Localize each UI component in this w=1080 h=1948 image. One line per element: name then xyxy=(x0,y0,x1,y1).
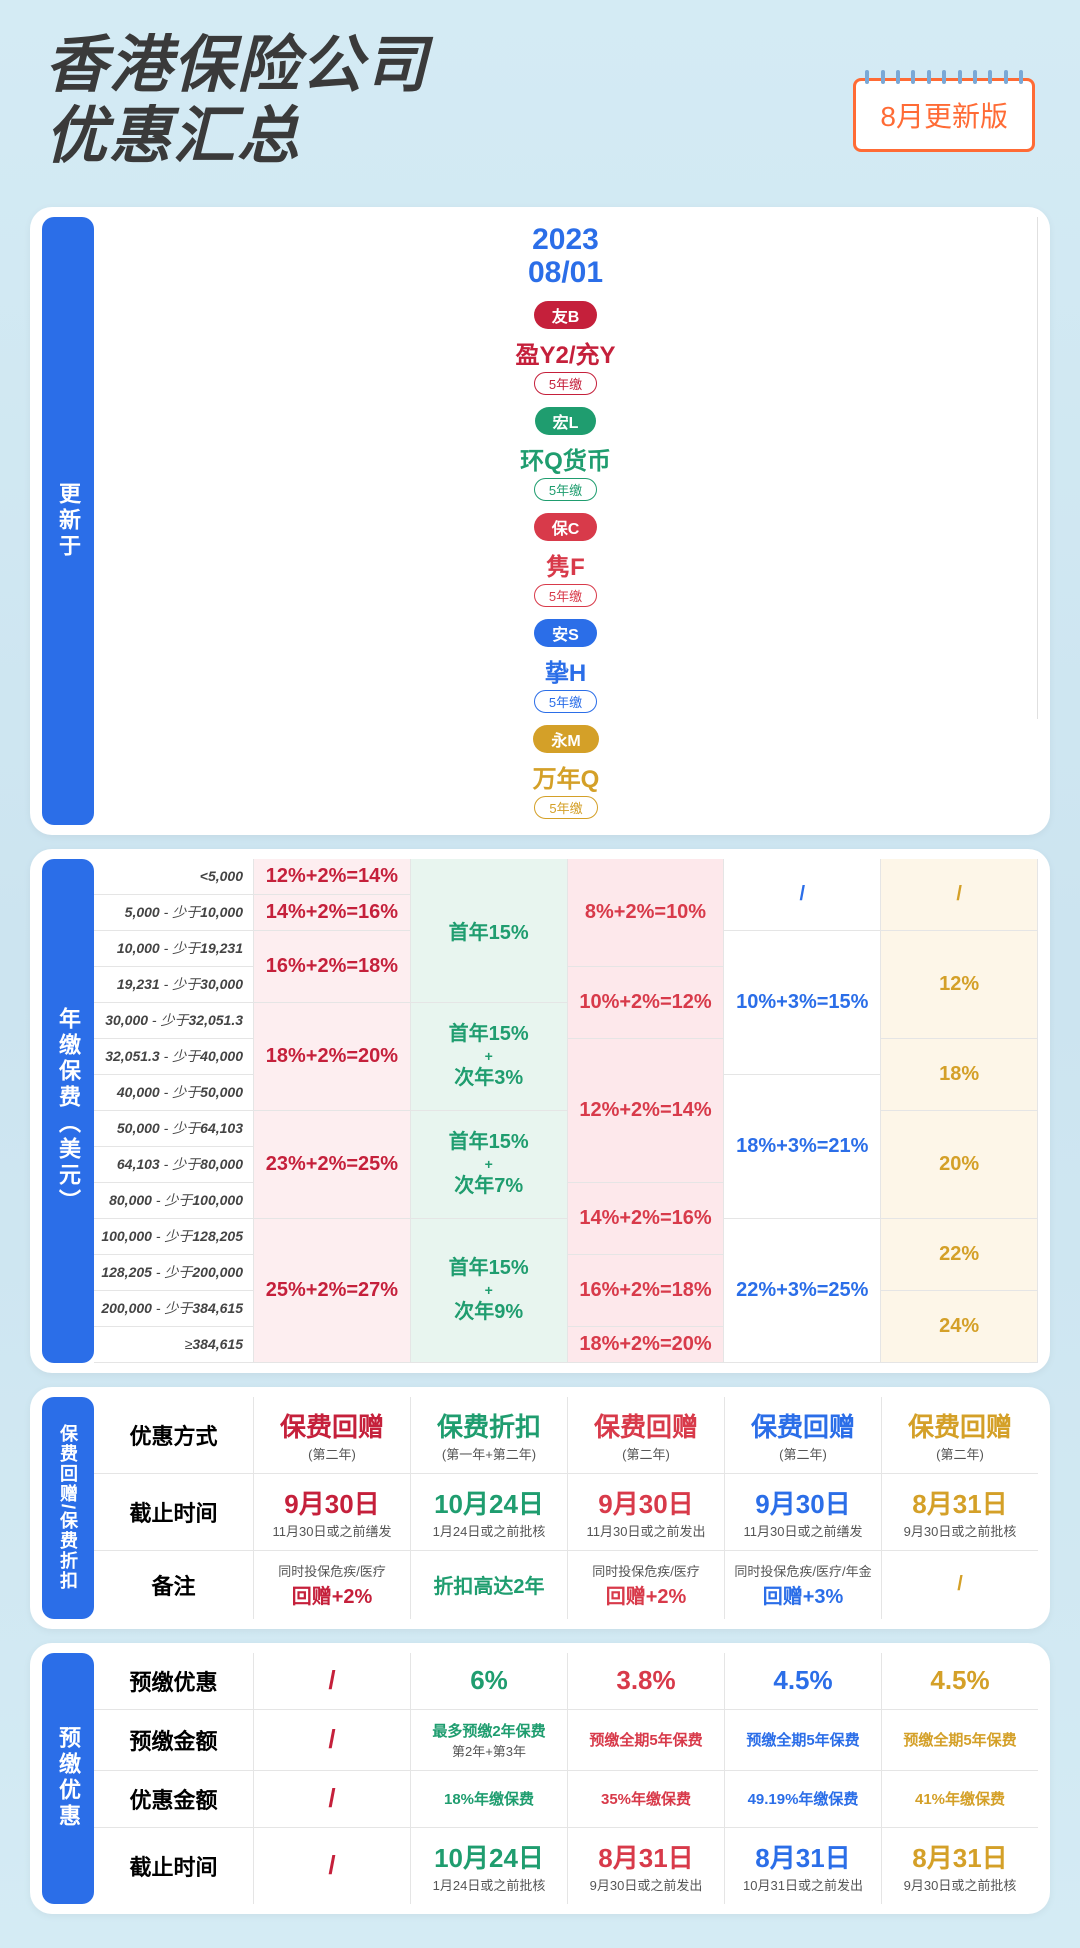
tier-label: 200,000 - 少于384,615 xyxy=(94,1291,254,1327)
row-label: 截止时间 xyxy=(94,1474,254,1550)
company-4: 安S 挚H 5年缴 xyxy=(94,613,1038,719)
header: 香港保险公司 优惠汇总 8月更新版 xyxy=(20,20,1060,193)
tier-label: 32,051.3 - 少于40,000 xyxy=(94,1039,254,1075)
row-prepay-discount: 预缴优惠 / 6% 3.8% 4.5% 4.5% xyxy=(94,1653,1038,1710)
update-badge: 8月更新版 xyxy=(853,78,1035,152)
cell: 20% xyxy=(881,1111,1038,1219)
cell: 16%+2%=18% xyxy=(568,1255,725,1327)
tier-label: 30,000 - 少于32,051.3 xyxy=(94,1003,254,1039)
cell: 12%+2%=14% xyxy=(568,1039,725,1183)
cell: 12%+2%=14% xyxy=(254,859,411,895)
row-label: 预缴金额 xyxy=(94,1710,254,1770)
cell: 首年15%+次年3% xyxy=(411,1003,568,1111)
row-note: 备注 同时投保危疾/医疗回赠+2% 折扣高达2年 同时投保危疾/医疗回赠+2% … xyxy=(94,1551,1038,1619)
side-label-update: 更新于 xyxy=(42,217,94,825)
cell: 首年15%+次年7% xyxy=(411,1111,568,1219)
tier-label: 19,231 - 少于30,000 xyxy=(94,967,254,1003)
title-line1: 香港保险公司 xyxy=(45,30,429,101)
update-date: 2023 08/01 xyxy=(94,217,1038,295)
cell: 10%+3%=15% xyxy=(724,931,881,1075)
cell: 首年15%+次年9% xyxy=(411,1219,568,1363)
cell: 首年15% xyxy=(411,859,568,1003)
cell: / xyxy=(881,859,1038,931)
tier-label: 64,103 - 少于80,000 xyxy=(94,1147,254,1183)
row-label: 截止时间 xyxy=(94,1828,254,1904)
row-label: 优惠方式 xyxy=(94,1397,254,1473)
cell: 8%+2%=10% xyxy=(568,859,725,967)
update-badge-wrap: 8月更新版 xyxy=(853,70,1035,152)
cell: 14%+2%=16% xyxy=(254,895,411,931)
row-label: 优惠金额 xyxy=(94,1771,254,1827)
cell: 25%+2%=27% xyxy=(254,1219,411,1363)
tier-label: 128,205 - 少于200,000 xyxy=(94,1255,254,1291)
cell: 16%+2%=18% xyxy=(254,931,411,1003)
row-deadline: 截止时间 9月30日11月30日或之前缮发 10月24日1月24日或之前批核 9… xyxy=(94,1474,1038,1551)
title-line2: 优惠汇总 xyxy=(45,101,429,172)
cell: 22% xyxy=(881,1219,1038,1291)
tier-label: 50,000 - 少于64,103 xyxy=(94,1111,254,1147)
tier-label: ≥384,615 xyxy=(94,1327,254,1363)
row-prepay-amount: 预缴金额 / 最多预缴2年保费第2年+第3年 预缴全期5年保费 预缴全期5年保费… xyxy=(94,1710,1038,1771)
cell: 24% xyxy=(881,1291,1038,1363)
row-label: 备注 xyxy=(94,1551,254,1619)
premium-grid: <5,000 12%+2%=14% 首年15% 8%+2%=10% / / 5,… xyxy=(94,859,1038,1363)
tier-label: 100,000 - 少于128,205 xyxy=(94,1219,254,1255)
card-header: 更新于 2023 08/01 友B 盈Y2/充Y 5年缴 宏L 环Q货币 5年缴… xyxy=(30,207,1050,835)
tier-label: 5,000 - 少于10,000 xyxy=(94,895,254,931)
card-prepay: 预缴优惠 预缴优惠 / 6% 3.8% 4.5% 4.5% 预缴金额 / 最多预… xyxy=(30,1643,1050,1914)
cell: 10%+2%=12% xyxy=(568,967,725,1039)
tier-label: 10,000 - 少于19,231 xyxy=(94,931,254,967)
row-prepay-deadline: 截止时间 / 10月24日1月24日或之前批核 8月31日9月30日或之前发出 … xyxy=(94,1828,1038,1904)
tier-label: 80,000 - 少于100,000 xyxy=(94,1183,254,1219)
tier-label: 40,000 - 少于50,000 xyxy=(94,1075,254,1111)
page-title: 香港保险公司 优惠汇总 xyxy=(45,30,429,173)
row-method: 优惠方式 保费回赠(第二年) 保费折扣(第一年+第二年) 保费回赠(第二年) 保… xyxy=(94,1397,1038,1474)
cell: 22%+3%=25% xyxy=(724,1219,881,1363)
side-label-prepay: 预缴优惠 xyxy=(42,1653,94,1904)
cell: 12% xyxy=(881,931,1038,1039)
company-3: 保C 隽F 5年缴 xyxy=(94,507,1038,613)
row-label: 预缴优惠 xyxy=(94,1653,254,1709)
row-discount-amount: 优惠金额 / 18%年缴保费 35%年缴保费 49.19%年缴保费 41%年缴保… xyxy=(94,1771,1038,1828)
calendar-binding-icon xyxy=(853,70,1035,78)
cell: / xyxy=(724,859,881,931)
cell: 18%+3%=21% xyxy=(724,1075,881,1219)
tier-label: <5,000 xyxy=(94,859,254,895)
cell: 18% xyxy=(881,1039,1038,1111)
company-5: 永M 万年Q 5年缴 xyxy=(94,719,1038,825)
card-premium: 年缴保费（美元） <5,000 12%+2%=14% 首年15% 8%+2%=1… xyxy=(30,849,1050,1373)
cell: 14%+2%=16% xyxy=(568,1183,725,1255)
card-rebate: 保费回赠/保费折扣 优惠方式 保费回赠(第二年) 保费折扣(第一年+第二年) 保… xyxy=(30,1387,1050,1629)
company-1: 友B 盈Y2/充Y 5年缴 xyxy=(94,295,1038,401)
side-label-rebate: 保费回赠/保费折扣 xyxy=(42,1397,94,1619)
cell: 18%+2%=20% xyxy=(254,1003,411,1111)
cell: 23%+2%=25% xyxy=(254,1111,411,1219)
cell: 18%+2%=20% xyxy=(568,1327,725,1363)
side-label-premium: 年缴保费（美元） xyxy=(42,859,94,1363)
company-2: 宏L 环Q货币 5年缴 xyxy=(94,401,1038,507)
